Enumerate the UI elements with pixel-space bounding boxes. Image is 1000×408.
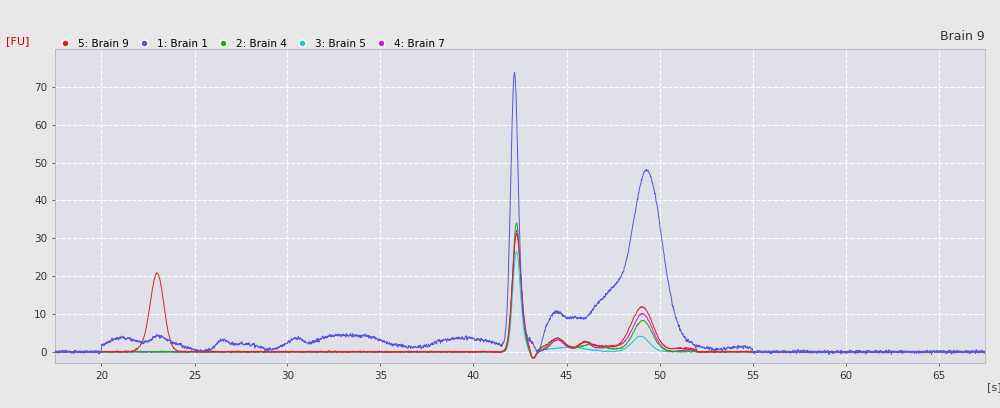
Text: Brain 9: Brain 9 [940,30,985,43]
Y-axis label: [FU]: [FU] [6,36,29,46]
Legend: 5: Brain 9, 1: Brain 1, 2: Brain 4, 3: Brain 5, 4: Brain 7: 5: Brain 9, 1: Brain 1, 2: Brain 4, 3: B… [55,39,445,49]
X-axis label: [s]: [s] [987,382,1000,392]
